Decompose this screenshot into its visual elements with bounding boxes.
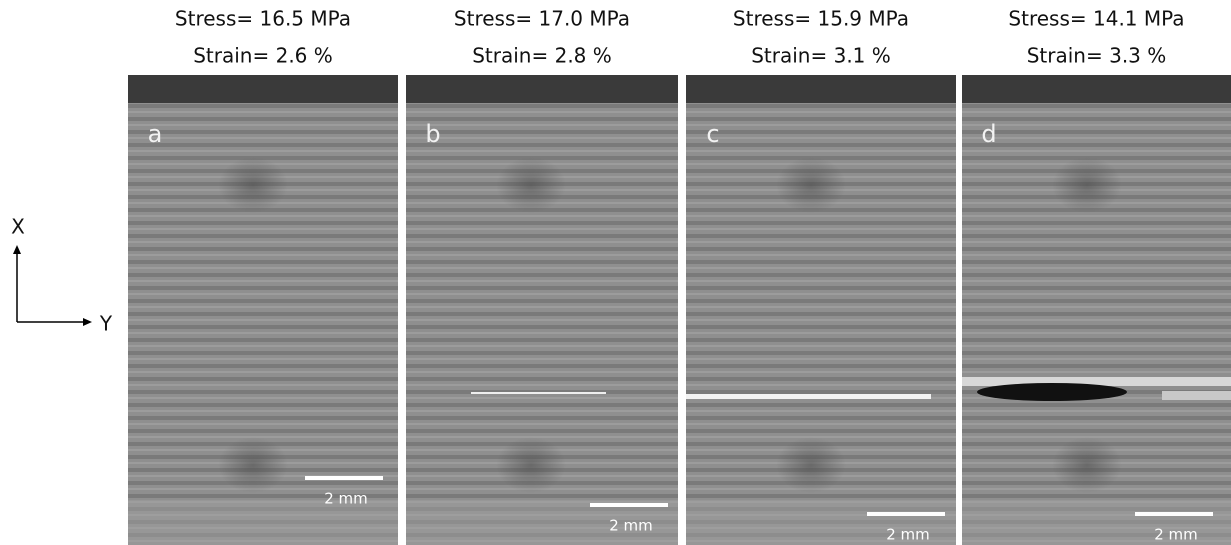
dark-spot (1052, 157, 1122, 213)
strain-label: Strain= 2.6 % (193, 44, 333, 68)
image-bottom-shade (686, 500, 956, 545)
panel-letter: d (981, 120, 996, 148)
y-axis-label: Y (99, 312, 113, 336)
scale-label: 2 mm (324, 490, 368, 508)
crack (977, 383, 1127, 401)
panel: Stress= 14.1 MPa Strain= 3.3 % d 2 mm (962, 7, 1231, 545)
dark-spot (776, 437, 846, 493)
crack-edge (1162, 391, 1231, 400)
scale-label: 2 mm (609, 517, 653, 535)
axis-indicator: X Y (11, 215, 113, 336)
dark-spot (776, 157, 846, 213)
image-bottom-shade (128, 500, 398, 545)
image-top-edge (962, 75, 1231, 103)
scale-label: 2 mm (1154, 526, 1198, 544)
scale-label: 2 mm (886, 526, 930, 544)
dark-spot (496, 157, 566, 213)
panel-letter: a (148, 120, 163, 148)
stress-label: Stress= 17.0 MPa (454, 7, 630, 31)
stress-label: Stress= 14.1 MPa (1008, 7, 1184, 31)
image-top-edge (686, 75, 956, 103)
panel: Stress= 17.0 MPa Strain= 2.8 % b 2 mm (406, 7, 678, 545)
dark-spot (218, 157, 288, 213)
image-bottom-shade (406, 500, 678, 545)
panel-letter: b (425, 120, 440, 148)
strain-label: Strain= 3.3 % (1027, 44, 1167, 68)
panel: Stress= 15.9 MPa Strain= 3.1 % c 2 mm (686, 7, 956, 545)
stress-label: Stress= 15.9 MPa (733, 7, 909, 31)
dark-spot (218, 437, 288, 493)
crack (686, 394, 931, 399)
image-top-edge (406, 75, 678, 103)
panel: Stress= 16.5 MPa Strain= 2.6 % a 2 mm (128, 7, 398, 545)
strain-label: Strain= 3.1 % (751, 44, 891, 68)
image-top-edge (128, 75, 398, 103)
dark-spot (496, 437, 566, 493)
x-axis-label: X (11, 215, 25, 239)
dark-spot (1052, 437, 1122, 493)
strain-label: Strain= 2.8 % (472, 44, 612, 68)
crack-edge (962, 377, 1231, 386)
image-bottom-shade (962, 500, 1231, 545)
stress-label: Stress= 16.5 MPa (175, 7, 351, 31)
panel-letter: c (706, 120, 719, 148)
